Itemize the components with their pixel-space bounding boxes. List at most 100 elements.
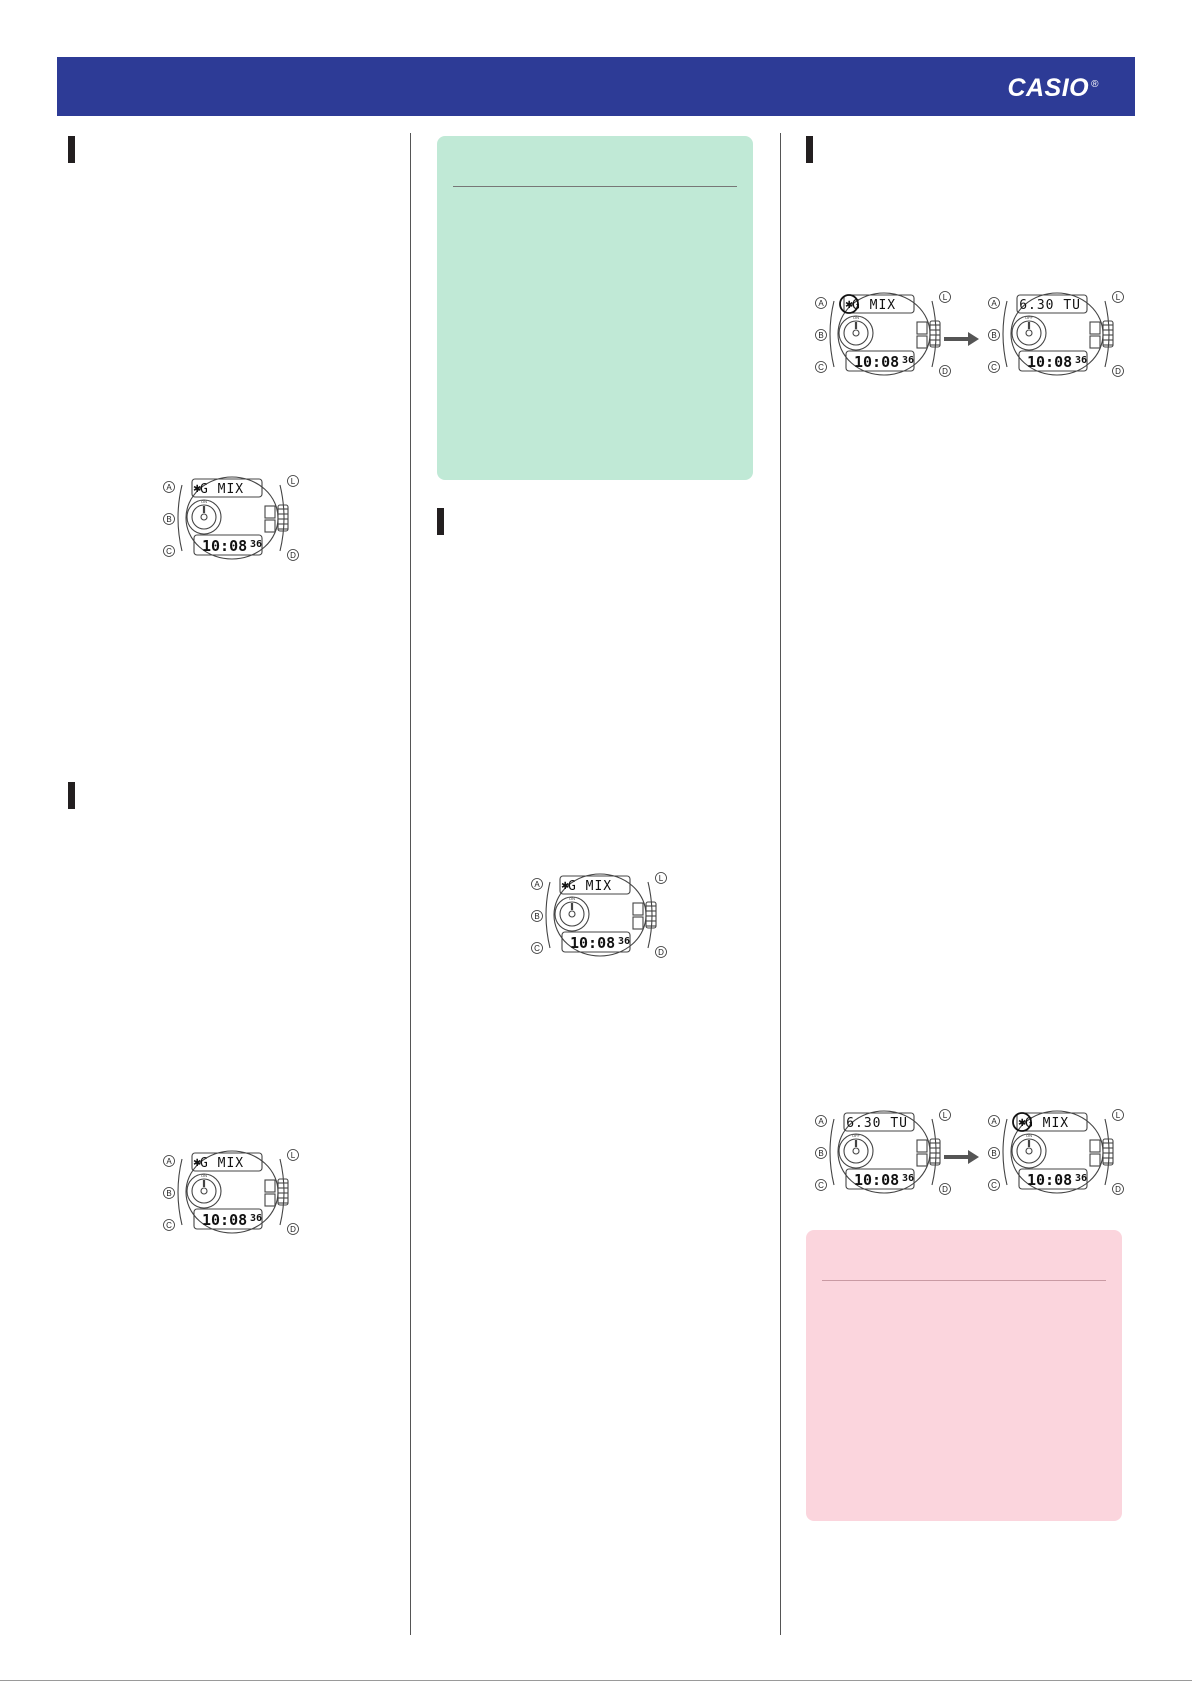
button-b-label: B xyxy=(818,1149,823,1158)
button-l-label: L xyxy=(1116,293,1121,302)
button-a-label: A xyxy=(534,880,540,889)
mode-dial xyxy=(1011,1133,1047,1169)
down-button xyxy=(916,335,928,349)
bezel-right xyxy=(1104,1118,1110,1186)
dial-label: ON xyxy=(1026,1133,1032,1138)
page-header: CASIO ® xyxy=(57,57,1135,116)
mode-dial-inner xyxy=(191,1178,217,1204)
button-c-icon xyxy=(815,361,827,373)
button-l-label: L xyxy=(291,477,296,486)
button-a-label: A xyxy=(991,1117,997,1126)
up-button xyxy=(632,902,644,916)
bezel-left xyxy=(1002,1118,1008,1186)
button-a-label: A xyxy=(166,483,172,492)
down-button xyxy=(916,1153,928,1167)
lower-display xyxy=(845,1168,915,1190)
upper-display xyxy=(1016,1112,1088,1132)
dial-label: ON xyxy=(201,499,207,504)
down-button xyxy=(1089,1153,1101,1167)
button-c-icon xyxy=(988,1179,1000,1191)
mode-dial-inner xyxy=(1016,1138,1042,1164)
lower-display xyxy=(193,534,263,556)
upper-display-text: G MIX xyxy=(568,879,612,894)
button-b-label: B xyxy=(166,515,171,524)
button-c-icon xyxy=(531,942,543,954)
button-a-label: A xyxy=(818,299,824,308)
note-divider xyxy=(453,186,737,187)
bezel-right xyxy=(279,484,285,552)
brand-name: CASIO xyxy=(1007,74,1090,102)
button-l-icon xyxy=(287,475,299,487)
button-c-icon xyxy=(815,1179,827,1191)
button-d-label: D xyxy=(942,1185,948,1194)
button-a-label: A xyxy=(991,299,997,308)
button-d-label: D xyxy=(942,367,948,376)
button-a-label: A xyxy=(818,1117,824,1126)
button-a-icon xyxy=(815,297,827,309)
upper-display-text: G MIX xyxy=(852,298,896,313)
watch-face-svg: ON G MIX✱ 10:08 36 A B C L D xyxy=(163,475,299,561)
button-d-label: D xyxy=(1115,1185,1121,1194)
time-readout: 10:08 xyxy=(202,537,247,555)
bluetooth-icon: ✱ xyxy=(193,1158,201,1169)
dial-label: ON xyxy=(201,1173,207,1178)
watch-face-svg: ON G MIX✱ 10:08 36 A B C L D xyxy=(815,291,951,377)
button-c-icon xyxy=(163,1219,175,1231)
button-b-label: B xyxy=(818,331,823,340)
button-d-label: D xyxy=(290,551,296,560)
bluetooth-icon: ✱ xyxy=(561,881,569,892)
button-c-label: C xyxy=(534,944,540,953)
up-button xyxy=(264,1179,276,1193)
casio-logo: CASIO ® xyxy=(1007,74,1099,103)
lower-display xyxy=(845,350,915,372)
button-a-icon xyxy=(815,1115,827,1127)
time-readout: 10:08 xyxy=(202,1211,247,1229)
mode-dial-inner xyxy=(843,320,869,346)
crown xyxy=(645,901,657,929)
watch-illustration: OFF 6.30 TU 10:08 36 A B C L D xyxy=(812,1107,952,1202)
button-b-label: B xyxy=(991,331,996,340)
crown xyxy=(929,320,941,348)
section-marker xyxy=(68,782,75,809)
button-l-icon xyxy=(1112,1109,1124,1121)
arrow-svg xyxy=(944,332,979,346)
time-readout: 10:08 xyxy=(854,353,899,371)
lower-display xyxy=(561,931,631,953)
dial-center xyxy=(1025,1147,1033,1155)
upper-display-text: G MIX xyxy=(200,1156,244,1171)
up-button xyxy=(264,505,276,519)
button-b-icon xyxy=(163,1187,175,1199)
dial-center xyxy=(568,910,576,918)
upper-display xyxy=(843,294,915,314)
button-b-icon xyxy=(988,1147,1000,1159)
mode-dial-inner xyxy=(843,1138,869,1164)
bluetooth-highlight xyxy=(1012,1112,1032,1132)
seconds-readout: 36 xyxy=(618,936,630,947)
button-c-label: C xyxy=(991,1181,997,1190)
button-l-icon xyxy=(287,1149,299,1161)
button-c-icon xyxy=(163,545,175,557)
seconds-readout: 36 xyxy=(250,539,262,550)
lower-display xyxy=(193,1208,263,1230)
dial-label: OFF xyxy=(1025,315,1034,320)
mode-dial xyxy=(186,499,222,535)
bezel-left xyxy=(177,484,183,552)
up-button xyxy=(916,321,928,335)
button-d-icon xyxy=(939,1183,951,1195)
crown xyxy=(1102,1138,1114,1166)
crown xyxy=(277,504,289,532)
button-l-label: L xyxy=(1116,1111,1121,1120)
upper-display xyxy=(191,1152,263,1172)
button-b-icon xyxy=(815,329,827,341)
section-marker xyxy=(68,136,75,163)
dial-center xyxy=(852,329,860,337)
button-d-icon xyxy=(287,1223,299,1235)
page-bottom-rule xyxy=(0,1680,1192,1681)
button-a-icon xyxy=(531,878,543,890)
registered-mark: ® xyxy=(1091,78,1099,90)
dial-center xyxy=(200,513,208,521)
bezel-right xyxy=(647,881,653,949)
down-button xyxy=(1089,335,1101,349)
dial-center xyxy=(1025,329,1033,337)
dial-center xyxy=(852,1147,860,1155)
